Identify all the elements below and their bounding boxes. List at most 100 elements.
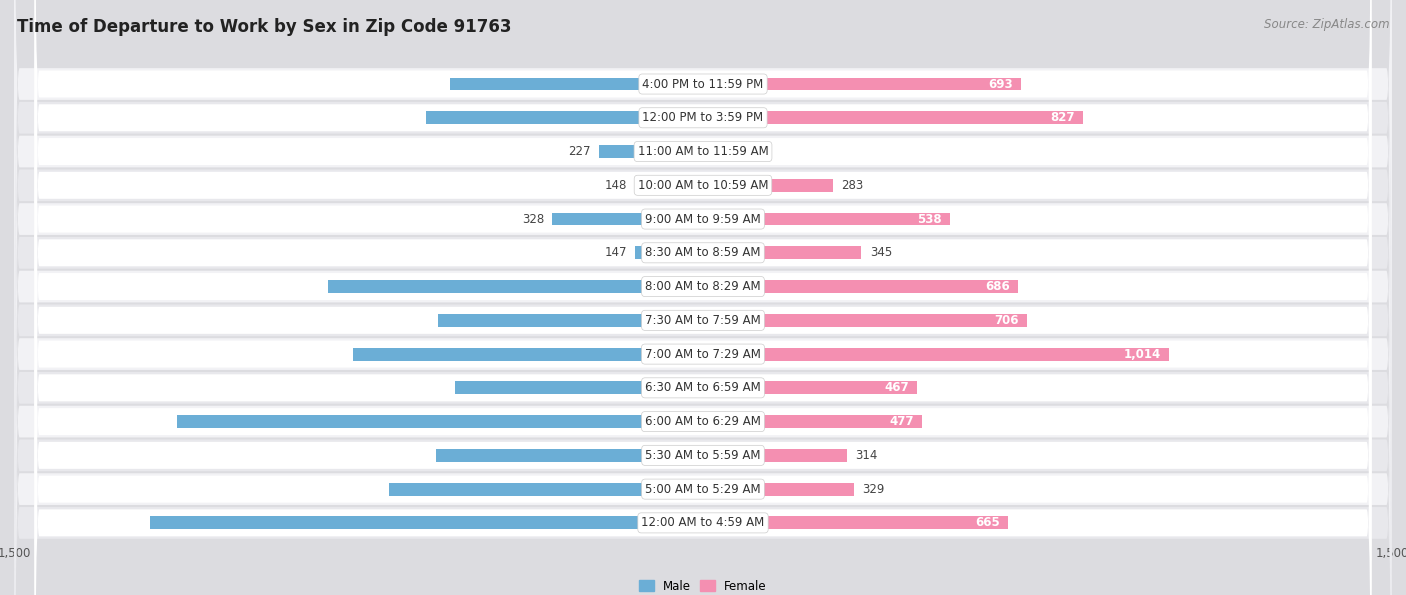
Text: 1,145: 1,145 bbox=[676, 415, 714, 428]
Text: 345: 345 bbox=[870, 246, 891, 259]
FancyBboxPatch shape bbox=[14, 66, 1392, 595]
FancyBboxPatch shape bbox=[35, 98, 1371, 595]
Text: 1,203: 1,203 bbox=[675, 516, 713, 530]
Bar bbox=[553, 212, 703, 226]
Text: 227: 227 bbox=[568, 145, 591, 158]
Text: 467: 467 bbox=[884, 381, 910, 394]
FancyBboxPatch shape bbox=[14, 0, 1392, 595]
FancyBboxPatch shape bbox=[35, 165, 1371, 595]
Text: 763: 763 bbox=[686, 347, 710, 361]
FancyBboxPatch shape bbox=[35, 199, 1371, 595]
Bar bbox=[703, 145, 724, 158]
Text: 827: 827 bbox=[1050, 111, 1074, 124]
Text: 706: 706 bbox=[994, 314, 1019, 327]
Bar bbox=[177, 415, 703, 428]
Text: 7:00 AM to 7:29 AM: 7:00 AM to 7:29 AM bbox=[645, 347, 761, 361]
Text: 582: 582 bbox=[689, 449, 714, 462]
Bar bbox=[703, 381, 918, 394]
Text: 538: 538 bbox=[917, 212, 942, 226]
Text: 47: 47 bbox=[733, 145, 748, 158]
Bar bbox=[703, 516, 1008, 530]
Bar bbox=[353, 347, 703, 361]
FancyBboxPatch shape bbox=[14, 0, 1392, 473]
Text: 314: 314 bbox=[855, 449, 877, 462]
Text: 5:30 AM to 5:59 AM: 5:30 AM to 5:59 AM bbox=[645, 449, 761, 462]
Bar bbox=[703, 246, 862, 259]
Text: 12:00 AM to 4:59 AM: 12:00 AM to 4:59 AM bbox=[641, 516, 765, 530]
FancyBboxPatch shape bbox=[14, 0, 1392, 595]
Bar bbox=[436, 449, 703, 462]
Text: 684: 684 bbox=[688, 483, 711, 496]
Text: 4:00 PM to 11:59 PM: 4:00 PM to 11:59 PM bbox=[643, 77, 763, 90]
Bar bbox=[636, 179, 703, 192]
Text: 9:00 AM to 9:59 AM: 9:00 AM to 9:59 AM bbox=[645, 212, 761, 226]
FancyBboxPatch shape bbox=[14, 0, 1392, 541]
Bar bbox=[703, 483, 853, 496]
Bar bbox=[703, 179, 832, 192]
FancyBboxPatch shape bbox=[14, 0, 1392, 595]
Bar bbox=[703, 77, 1021, 90]
Text: 11:00 AM to 11:59 AM: 11:00 AM to 11:59 AM bbox=[638, 145, 768, 158]
Text: 817: 817 bbox=[685, 280, 709, 293]
FancyBboxPatch shape bbox=[35, 0, 1371, 509]
FancyBboxPatch shape bbox=[14, 0, 1392, 575]
Text: 328: 328 bbox=[522, 212, 544, 226]
FancyBboxPatch shape bbox=[35, 0, 1371, 408]
FancyBboxPatch shape bbox=[35, 0, 1371, 595]
FancyBboxPatch shape bbox=[14, 0, 1392, 595]
FancyBboxPatch shape bbox=[14, 32, 1392, 595]
FancyBboxPatch shape bbox=[14, 0, 1392, 595]
FancyBboxPatch shape bbox=[35, 30, 1371, 595]
Legend: Male, Female: Male, Female bbox=[634, 575, 772, 595]
FancyBboxPatch shape bbox=[35, 64, 1371, 595]
FancyBboxPatch shape bbox=[35, 0, 1371, 595]
Text: 686: 686 bbox=[986, 280, 1010, 293]
Bar bbox=[703, 415, 922, 428]
Bar bbox=[328, 280, 703, 293]
Text: Source: ZipAtlas.com: Source: ZipAtlas.com bbox=[1264, 18, 1389, 31]
Text: 551: 551 bbox=[690, 77, 716, 90]
FancyBboxPatch shape bbox=[14, 0, 1392, 595]
Bar bbox=[703, 314, 1028, 327]
Text: 12:00 PM to 3:59 PM: 12:00 PM to 3:59 PM bbox=[643, 111, 763, 124]
Text: 5:00 AM to 5:29 AM: 5:00 AM to 5:29 AM bbox=[645, 483, 761, 496]
Bar bbox=[703, 449, 848, 462]
Bar bbox=[703, 280, 1018, 293]
Bar bbox=[450, 77, 703, 90]
Text: Time of Departure to Work by Sex in Zip Code 91763: Time of Departure to Work by Sex in Zip … bbox=[17, 18, 512, 36]
Bar bbox=[150, 516, 703, 530]
Text: 283: 283 bbox=[841, 178, 863, 192]
Bar bbox=[426, 111, 703, 124]
Text: 8:00 AM to 8:29 AM: 8:00 AM to 8:29 AM bbox=[645, 280, 761, 293]
Text: 10:00 AM to 10:59 AM: 10:00 AM to 10:59 AM bbox=[638, 178, 768, 192]
Text: 477: 477 bbox=[890, 415, 914, 428]
Bar bbox=[703, 212, 950, 226]
Text: 6:00 AM to 6:29 AM: 6:00 AM to 6:29 AM bbox=[645, 415, 761, 428]
Bar bbox=[703, 347, 1168, 361]
Text: 577: 577 bbox=[690, 314, 714, 327]
Text: 693: 693 bbox=[988, 77, 1012, 90]
Bar bbox=[456, 381, 703, 394]
FancyBboxPatch shape bbox=[35, 0, 1371, 475]
Text: 665: 665 bbox=[976, 516, 1000, 530]
FancyBboxPatch shape bbox=[35, 131, 1371, 595]
Text: 1,014: 1,014 bbox=[1123, 347, 1160, 361]
Text: 8:30 AM to 8:59 AM: 8:30 AM to 8:59 AM bbox=[645, 246, 761, 259]
Bar bbox=[636, 246, 703, 259]
Text: 6:30 AM to 6:59 AM: 6:30 AM to 6:59 AM bbox=[645, 381, 761, 394]
FancyBboxPatch shape bbox=[14, 134, 1392, 595]
Text: 539: 539 bbox=[690, 381, 716, 394]
Text: 604: 604 bbox=[689, 111, 714, 124]
FancyBboxPatch shape bbox=[14, 0, 1392, 507]
Bar bbox=[439, 314, 703, 327]
FancyBboxPatch shape bbox=[35, 0, 1371, 543]
Bar bbox=[703, 111, 1083, 124]
Text: 148: 148 bbox=[605, 178, 627, 192]
Text: 147: 147 bbox=[605, 246, 627, 259]
FancyBboxPatch shape bbox=[35, 0, 1371, 442]
Text: 7:30 AM to 7:59 AM: 7:30 AM to 7:59 AM bbox=[645, 314, 761, 327]
Bar bbox=[389, 483, 703, 496]
FancyBboxPatch shape bbox=[35, 0, 1371, 577]
Bar bbox=[599, 145, 703, 158]
Text: 329: 329 bbox=[862, 483, 884, 496]
